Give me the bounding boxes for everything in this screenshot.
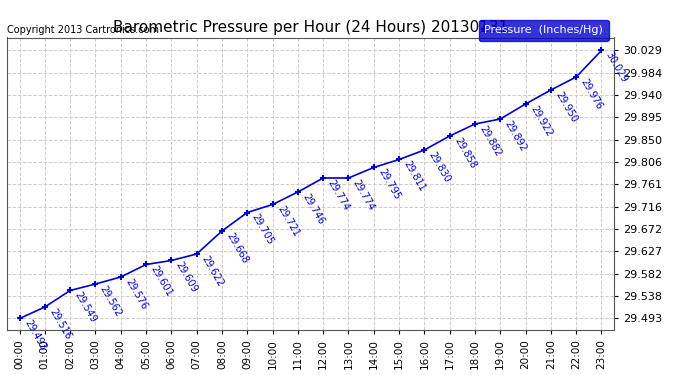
Text: 29.950: 29.950 [553, 90, 579, 124]
Title: Barometric Pressure per Hour (24 Hours) 20130131: Barometric Pressure per Hour (24 Hours) … [113, 20, 508, 35]
Text: 29.576: 29.576 [124, 277, 149, 312]
Pressure  (Inches/Hg) [370, 165, 378, 170]
Pressure  (Inches/Hg) [446, 134, 454, 138]
Pressure  (Inches/Hg) [319, 176, 327, 180]
Text: 29.830: 29.830 [427, 150, 453, 184]
Text: 29.493: 29.493 [22, 318, 48, 353]
Pressure  (Inches/Hg) [66, 288, 75, 293]
Text: 29.516: 29.516 [48, 307, 73, 341]
Text: 29.858: 29.858 [452, 136, 477, 170]
Text: 29.609: 29.609 [174, 261, 199, 295]
Pressure  (Inches/Hg) [218, 229, 226, 233]
Pressure  (Inches/Hg) [395, 157, 403, 162]
Pressure  (Inches/Hg) [142, 262, 150, 267]
Text: 30.029: 30.029 [604, 51, 629, 85]
Pressure  (Inches/Hg) [91, 282, 99, 286]
Text: 29.562: 29.562 [98, 284, 124, 318]
Text: Copyright 2013 Cartronics.com: Copyright 2013 Cartronics.com [7, 25, 159, 34]
Pressure  (Inches/Hg) [546, 88, 555, 92]
Text: 29.746: 29.746 [300, 192, 326, 226]
Pressure  (Inches/Hg) [294, 190, 302, 194]
Pressure  (Inches/Hg) [471, 122, 479, 126]
Text: 29.976: 29.976 [579, 77, 604, 111]
Text: 29.892: 29.892 [503, 119, 529, 153]
Pressure  (Inches/Hg) [598, 48, 606, 53]
Pressure  (Inches/Hg) [496, 117, 504, 121]
Text: 29.882: 29.882 [477, 124, 503, 158]
Text: 29.549: 29.549 [72, 291, 98, 325]
Pressure  (Inches/Hg) [15, 316, 23, 321]
Text: 29.705: 29.705 [250, 213, 275, 247]
Pressure  (Inches/Hg) [243, 210, 251, 215]
Line: Pressure  (Inches/Hg): Pressure (Inches/Hg) [16, 47, 605, 322]
Pressure  (Inches/Hg) [41, 305, 49, 309]
Pressure  (Inches/Hg) [117, 275, 125, 279]
Pressure  (Inches/Hg) [344, 176, 353, 180]
Pressure  (Inches/Hg) [193, 252, 201, 256]
Pressure  (Inches/Hg) [572, 75, 580, 79]
Text: 29.774: 29.774 [326, 178, 351, 213]
Text: 29.922: 29.922 [528, 104, 554, 138]
Text: 29.811: 29.811 [402, 159, 427, 194]
Text: 29.668: 29.668 [224, 231, 250, 265]
Text: 29.795: 29.795 [376, 168, 402, 202]
Pressure  (Inches/Hg) [420, 148, 428, 152]
Text: 29.622: 29.622 [199, 254, 225, 288]
Pressure  (Inches/Hg) [522, 102, 530, 106]
Text: 29.774: 29.774 [351, 178, 377, 213]
Text: 29.601: 29.601 [148, 264, 174, 299]
Legend: Pressure  (Inches/Hg): Pressure (Inches/Hg) [479, 20, 609, 41]
Pressure  (Inches/Hg) [167, 258, 175, 263]
Pressure  (Inches/Hg) [268, 202, 277, 207]
Text: 29.721: 29.721 [275, 204, 301, 239]
